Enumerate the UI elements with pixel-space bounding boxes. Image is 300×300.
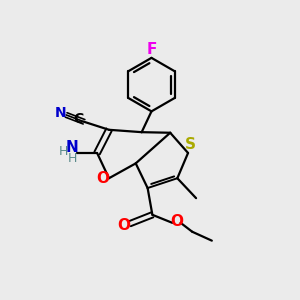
Text: S: S xyxy=(185,137,196,152)
Text: N: N xyxy=(66,140,79,155)
Text: F: F xyxy=(147,42,157,57)
Text: N: N xyxy=(55,106,67,120)
Text: H: H xyxy=(68,152,77,165)
Text: O: O xyxy=(170,214,183,229)
Text: H: H xyxy=(59,145,68,158)
Text: O: O xyxy=(96,171,109,186)
Text: C: C xyxy=(73,112,83,126)
Text: O: O xyxy=(117,218,130,233)
